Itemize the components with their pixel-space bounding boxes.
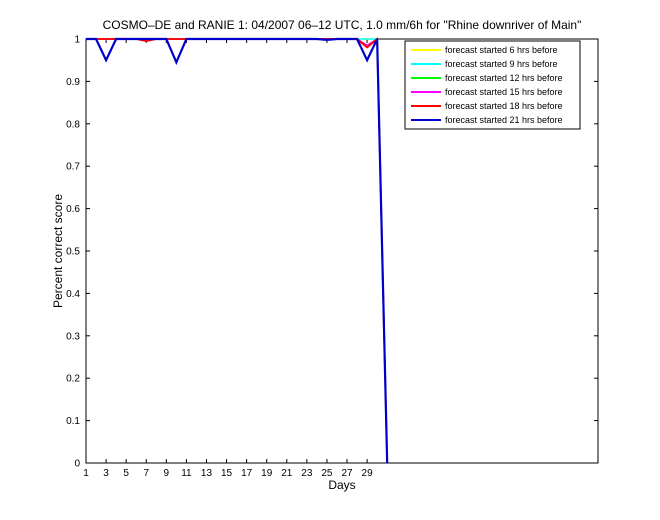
x-tick-label: 1 [83,468,89,479]
y-tick-label: 0.6 [66,204,80,215]
legend-label: forecast started 18 hrs before [445,101,563,111]
x-tick-label: 25 [321,468,333,479]
x-tick-label: 17 [241,468,253,479]
x-tick-label: 27 [341,468,353,479]
series-line-6 [86,37,389,464]
x-axis-title: Days [328,478,355,492]
y-tick-label: 0.8 [66,119,80,130]
x-tick-label: 3 [103,468,109,479]
y-axis-title: Percent correct score [51,194,65,308]
x-tick-label: 13 [201,468,213,479]
y-tick-label: 0.3 [66,331,80,342]
x-tick-label: 21 [281,468,293,479]
x-axis: 1 3 5 7 9 11 13 15 17 19 21 23 25 27 29 [83,39,373,479]
x-tick-label: 5 [123,468,129,479]
x-tick-label: 11 [181,468,192,479]
chart-title: COSMO–DE and RANIE 1: 04/2007 06–12 UTC,… [103,18,582,32]
legend-box [404,40,581,130]
legend-label: forecast started 21 hrs before [445,115,563,125]
x-tick-label: 29 [362,468,374,479]
y-tick-label: 1 [74,35,80,46]
series-lines [86,37,389,464]
x-tick-label: 23 [301,468,313,479]
y-tick-label: 0 [74,459,80,470]
y-tick-label: 0.1 [66,416,80,427]
x-tick-label: 15 [221,468,233,479]
legend-label: forecast started 12 hrs before [445,73,563,83]
y-tick-label: 0.7 [66,162,80,173]
legend-label: forecast started 9 hrs before [445,59,558,69]
y-tick-label: 0.9 [66,77,80,88]
legend-label: forecast started 15 hrs before [445,87,563,97]
x-tick-label: 19 [261,468,273,479]
legend: forecast started 6 hrs before forecast st… [404,40,581,130]
y-tick-label: 0.2 [66,374,80,385]
y-tick-label: 0.5 [66,247,80,258]
y-axis: 0 0.1 0.2 0.3 0.4 0.5 0.6 0.7 0.8 0.9 1 [66,35,598,470]
legend-label: forecast started 6 hrs before [445,45,558,55]
y-tick-label: 0.4 [66,289,80,300]
x-tick-label: 7 [143,468,149,479]
x-tick-label: 9 [164,468,170,479]
